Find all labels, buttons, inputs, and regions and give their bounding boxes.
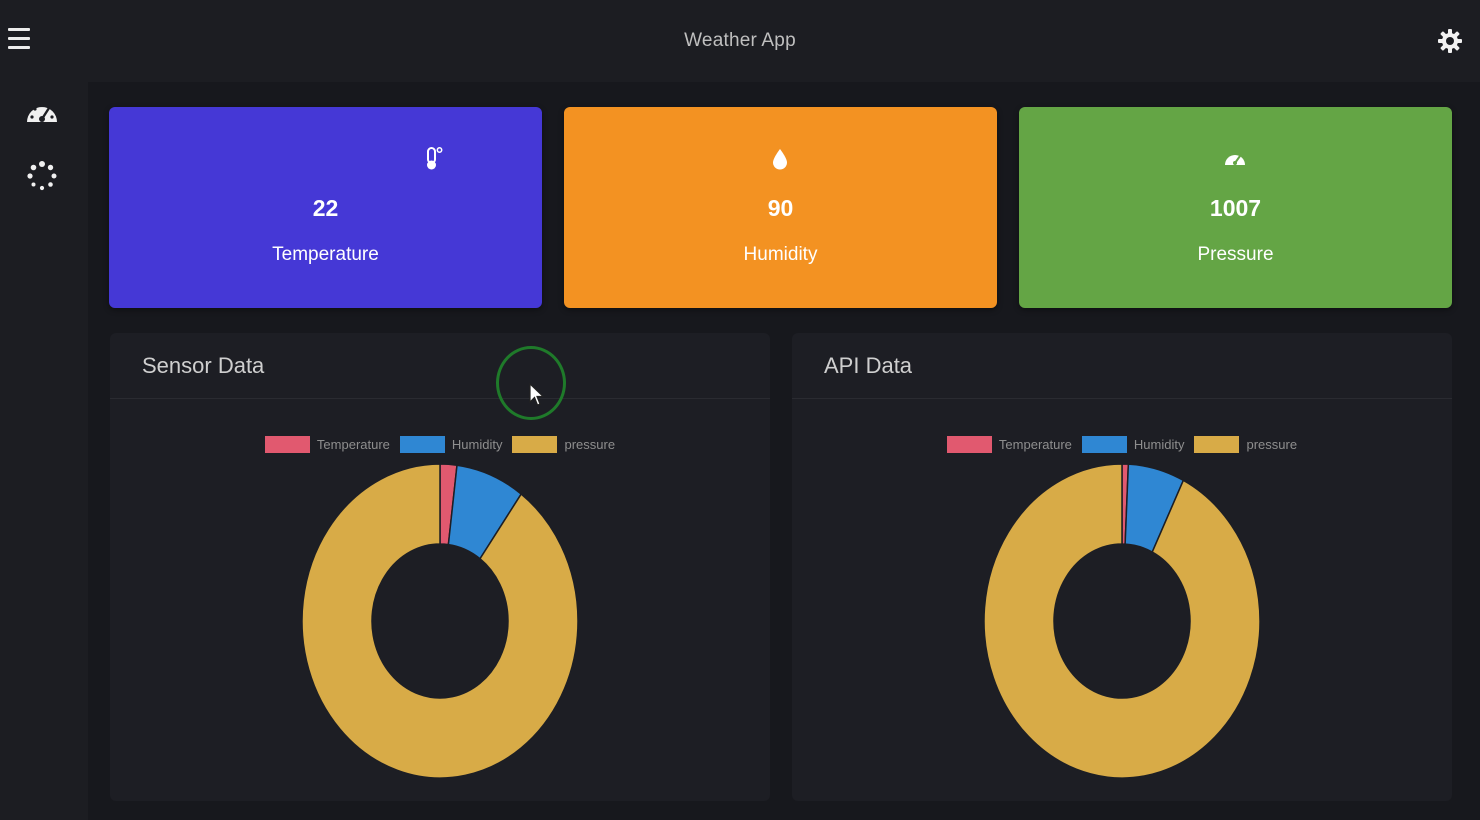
legend-swatch (264, 435, 310, 453)
chart-legend: Temperature Humidity pressure (110, 433, 770, 455)
spinner-icon[interactable] (24, 158, 60, 194)
app-title: Weather App (684, 30, 796, 51)
dashboard-gauge-icon[interactable] (24, 96, 60, 132)
cursor-highlight-ring (496, 346, 566, 420)
legend-swatch (1081, 435, 1127, 453)
legend-item-pressure[interactable]: pressure (1194, 435, 1298, 453)
api-data-panel: API Data Temperature Humidity pressure (792, 333, 1452, 801)
legend-swatch (512, 435, 558, 453)
sidebar (0, 82, 88, 820)
legend-item-humidity[interactable]: Humidity (399, 435, 503, 453)
sensor-data-donut-chart (301, 463, 579, 779)
panel-header: API Data (792, 333, 1452, 399)
legend-swatch (399, 435, 445, 453)
legend-item-humidity[interactable]: Humidity (1081, 435, 1185, 453)
legend-label: pressure (1246, 436, 1298, 452)
panel-header: Sensor Data (110, 333, 770, 399)
panel-title: API Data (824, 353, 913, 378)
pressure-slice[interactable] (301, 463, 579, 779)
legend-label: pressure (564, 436, 616, 452)
humidity-value: 90 (767, 195, 794, 221)
hamburger-menu-icon[interactable] (8, 28, 32, 54)
mouse-cursor-icon (529, 383, 545, 406)
gauge-icon (1225, 155, 1245, 165)
temperature-value: 22 (312, 195, 339, 221)
panel-title: Sensor Data (142, 353, 265, 378)
pressure-slice[interactable] (983, 463, 1261, 779)
legend-swatch (946, 435, 992, 453)
legend-item-pressure[interactable]: pressure (512, 435, 616, 453)
humidity-label: Humidity (743, 244, 818, 265)
thermometer-icon (427, 147, 443, 170)
humidity-card: 90 Humidity (564, 107, 997, 308)
legend-item-temperature[interactable]: Temperature (946, 435, 1072, 453)
temperature-card: 22 Temperature (109, 107, 542, 308)
sensor-data-panel: Sensor Data Temperature Humidity pressur… (110, 333, 770, 801)
legend-label: Temperature (316, 436, 390, 452)
legend-item-temperature[interactable]: Temperature (264, 435, 390, 453)
pressure-value: 1007 (1209, 195, 1262, 221)
legend-label: Humidity (1133, 436, 1185, 452)
gear-icon[interactable] (1436, 27, 1464, 55)
legend-label: Humidity (451, 436, 503, 452)
api-data-donut-chart (983, 463, 1261, 779)
legend-label: Temperature (998, 436, 1072, 452)
temperature-label: Temperature (272, 244, 379, 265)
top-app-bar: Weather App (0, 0, 1480, 82)
chart-legend: Temperature Humidity pressure (792, 433, 1452, 455)
legend-swatch (1194, 435, 1240, 453)
pressure-label: Pressure (1197, 244, 1274, 265)
pressure-card: 1007 Pressure (1019, 107, 1452, 308)
water-drop-icon (773, 149, 787, 170)
